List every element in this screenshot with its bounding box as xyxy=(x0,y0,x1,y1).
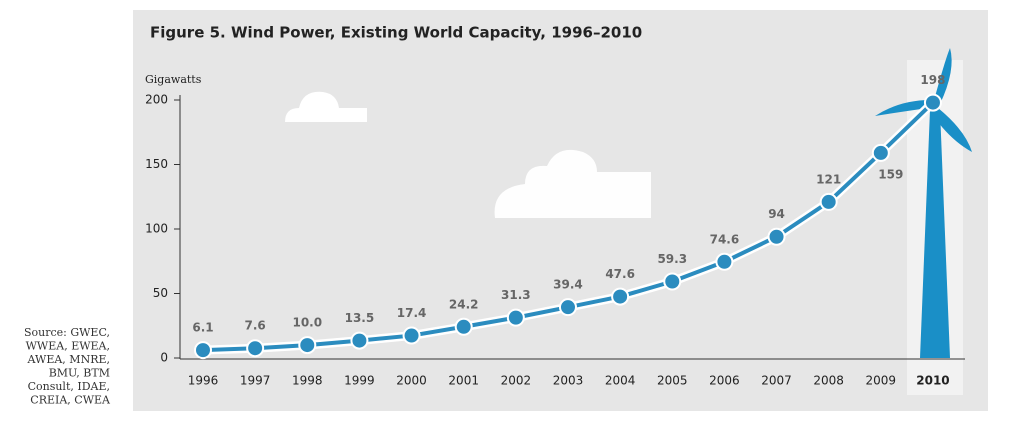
x-tick-label: 1996 xyxy=(188,374,219,388)
value-label: 17.4 xyxy=(397,306,427,320)
value-label: 47.6 xyxy=(605,267,635,281)
y-axis-label: Gigawatts xyxy=(145,73,202,86)
y-tick-label: 100 xyxy=(145,222,168,236)
value-label: 13.5 xyxy=(345,311,375,325)
point xyxy=(506,308,525,327)
source-line: BMU, BTM xyxy=(49,367,110,380)
x-tick-label: 1998 xyxy=(292,374,323,388)
point xyxy=(402,326,421,345)
y-tick-label: 200 xyxy=(145,93,168,107)
x-tick-label: 2008 xyxy=(813,374,844,388)
value-label: 24.2 xyxy=(449,297,479,311)
value-label: 6.1 xyxy=(192,321,213,335)
value-label: 39.4 xyxy=(553,278,583,292)
source-line: CREIA, CWEA xyxy=(30,394,111,407)
point xyxy=(558,298,577,317)
x-tick-label: 2003 xyxy=(553,374,584,388)
point xyxy=(715,252,734,271)
value-label: 7.6 xyxy=(245,319,266,333)
y-tick-label: 150 xyxy=(145,157,168,171)
x-tick-label: 2010 xyxy=(916,374,949,388)
x-tick-label: 2001 xyxy=(448,374,479,388)
x-tick-label: 1997 xyxy=(240,374,271,388)
clouds xyxy=(285,91,651,218)
y-tick-label: 50 xyxy=(153,286,168,300)
y-tick-label: 0 xyxy=(160,351,168,365)
point xyxy=(194,341,212,360)
value-label: 74.6 xyxy=(710,232,740,246)
chart-title: Figure 5. Wind Power, Existing World Cap… xyxy=(150,24,642,42)
point xyxy=(298,336,317,355)
x-tick-label: 1999 xyxy=(344,374,375,388)
source-line: AWEA, MNRE, xyxy=(27,353,110,366)
value-label: 198 xyxy=(920,73,945,87)
x-tick-label: 2004 xyxy=(605,374,636,388)
value-label: 59.3 xyxy=(657,252,687,266)
source-line: Source: GWEC, xyxy=(24,326,110,339)
point xyxy=(819,192,838,211)
source-line: WWEA, EWEA, xyxy=(26,340,110,353)
x-tick-label: 2002 xyxy=(501,374,532,388)
point xyxy=(767,227,786,246)
source-line: Consult, IDAE, xyxy=(28,380,110,393)
value-label: 94 xyxy=(768,207,785,221)
value-label: 121 xyxy=(816,172,841,186)
value-label: 31.3 xyxy=(501,288,531,302)
x-tick-label: 2007 xyxy=(761,374,792,388)
point xyxy=(611,287,630,306)
point xyxy=(923,93,942,112)
x-tick-label: 2009 xyxy=(866,374,897,388)
point xyxy=(246,339,265,358)
point xyxy=(350,331,369,350)
point xyxy=(663,272,682,291)
x-tick-label: 2005 xyxy=(657,374,688,388)
turbine xyxy=(875,48,972,358)
point xyxy=(454,317,473,336)
x-tick-label: 2000 xyxy=(396,374,427,388)
value-label: 159 xyxy=(878,167,903,181)
value-label: 10.0 xyxy=(292,316,322,330)
point xyxy=(871,143,890,162)
x-tick-label: 2006 xyxy=(709,374,740,388)
